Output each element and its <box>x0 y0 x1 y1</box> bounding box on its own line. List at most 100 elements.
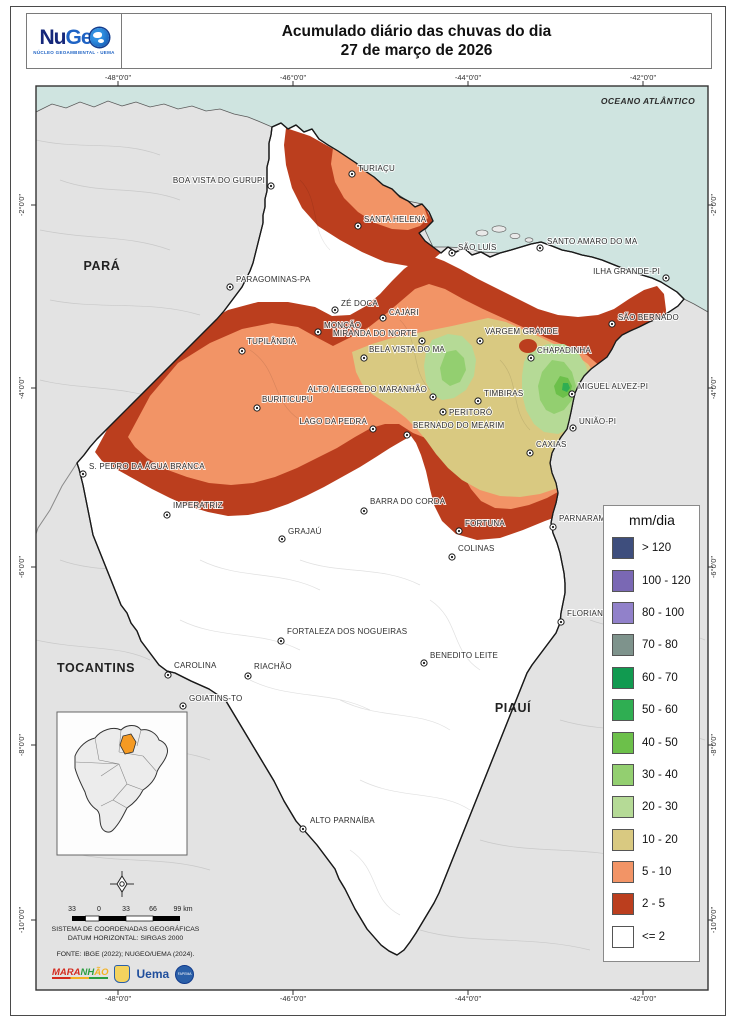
legend-swatch <box>612 925 634 948</box>
city-marker-dot <box>280 537 284 541</box>
city-label: BENEDITO LEITE <box>430 651 498 660</box>
city-marker-dot <box>450 251 454 255</box>
legend-title: mm/dia <box>629 512 675 528</box>
city-marker-dot <box>356 224 360 228</box>
legend-swatch <box>612 893 634 916</box>
city-marker-dot <box>476 399 480 403</box>
city-label: COLINAS <box>458 544 495 553</box>
city-label: FLORIANO <box>567 609 610 618</box>
legend-label: 40 - 50 <box>642 736 678 749</box>
svg-text:33: 33 <box>68 906 76 913</box>
legend-label: 80 - 100 <box>642 606 685 619</box>
legend-row: 50 - 60 <box>612 694 699 726</box>
city-label: ILHA GRANDE-PI <box>593 267 660 276</box>
rain-50-60-core <box>562 383 570 392</box>
legend: mm/dia > 120 100 - 120 80 - 100 70 - 80 60 -… <box>603 505 700 962</box>
city-label: GRAJAÚ <box>288 527 322 536</box>
city-label: BERNADO DO MEARIM <box>413 421 505 430</box>
crs-line2: DATUM HORIZONTAL: SIRGAS 2000 <box>67 935 184 942</box>
city-marker-dot <box>350 172 354 176</box>
maranhao-gov-logo-text: MARANHÃO <box>52 967 109 978</box>
svg-text:66: 66 <box>149 906 157 913</box>
city-label: MONÇÃO <box>324 321 361 330</box>
brazil-outline <box>74 725 168 833</box>
city-marker-dot <box>528 451 532 455</box>
city-label: BOA VISTA DO GURUPI <box>173 176 265 185</box>
city-label: CAJARI <box>389 308 419 317</box>
city-label: SANTA HELENA <box>364 215 427 224</box>
legend-swatch <box>612 601 634 624</box>
city-marker-dot <box>301 827 305 831</box>
city-label: LAGO DA PEDRA <box>299 417 367 426</box>
city-markers: BOA VISTA DO GURUPI TURIAÇU SANTA HELENA SÃ… <box>79 163 680 833</box>
lat-label-left: -6°0'0" <box>17 556 26 578</box>
map-frame <box>35 85 709 991</box>
rain-2-5-chapadinha-spot <box>519 339 537 353</box>
city-label: BURITICUPU <box>262 395 313 404</box>
legend-swatch <box>612 731 634 754</box>
municipal-lines-state-south <box>179 559 481 916</box>
legend-swatch <box>612 666 634 689</box>
city-marker-dot <box>246 674 250 678</box>
city-marker-dot <box>81 472 85 476</box>
region-label: TOCANTINS <box>57 661 135 675</box>
region-label: PIAUÍ <box>495 700 531 715</box>
legend-row: 2 - 5 <box>612 888 699 920</box>
legend-label: 10 - 20 <box>642 833 678 846</box>
globe-icon <box>89 28 109 47</box>
legend-row: 60 - 70 <box>612 662 699 694</box>
lon-label-top: -48°0'0" <box>105 73 132 82</box>
city-marker-dot <box>422 661 426 665</box>
city-marker-dot <box>450 555 454 559</box>
lat-label-left: -10°0'0" <box>17 907 26 934</box>
inset-maranhao-highlight <box>119 733 137 755</box>
city-marker-dot <box>570 392 574 396</box>
logo-text-nu: Nu <box>39 25 66 49</box>
city-label: TUPILÂNDIA <box>247 337 297 346</box>
city-label: CAXIAS <box>536 440 567 449</box>
legend-label: > 120 <box>642 542 672 555</box>
fapema-logo: FAPEMA <box>175 964 195 984</box>
city-label: ALTO PARNAÍBA <box>310 816 375 825</box>
city-label: SÃO BERNADO <box>618 313 679 322</box>
legend-label: 20 - 30 <box>642 801 678 814</box>
city-label: BARRA DO CORDA <box>370 497 446 506</box>
lat-label-right: -2°0'0" <box>709 194 718 216</box>
legend-swatch <box>612 763 634 786</box>
city-marker-dot <box>181 704 185 708</box>
svg-text:0: 0 <box>97 906 101 913</box>
lat-label-right: -10°0'0" <box>709 907 718 934</box>
city-marker-dot <box>333 308 337 312</box>
city-label: BELA VISTA DO MA <box>369 345 445 354</box>
lat-label-left: -2°0'0" <box>17 194 26 216</box>
city-label: SÃO LUÍS <box>458 243 497 252</box>
legend-row: 5 - 10 <box>612 856 699 888</box>
ocean-label: OCEANO ATLÂNTICO <box>601 95 695 106</box>
legend-label: 70 - 80 <box>642 639 678 652</box>
city-marker-dot <box>279 639 283 643</box>
legend-swatch <box>612 537 634 560</box>
city-marker-dot <box>269 184 273 188</box>
city-label: PARAGOMINAS-PA <box>236 275 311 284</box>
legend-label: 60 - 70 <box>642 671 678 684</box>
legend-row: 30 - 40 <box>612 759 699 791</box>
city-marker-dot <box>571 426 575 430</box>
crs-notes: SISTEMA DE COORDENADAS GEOGRÁFICAS DATUM… <box>28 925 223 943</box>
svg-text:33: 33 <box>122 906 130 913</box>
city-label: FORTUNA <box>465 519 505 528</box>
city-marker-dot <box>381 316 385 320</box>
city-label: CAROLINA <box>174 661 217 670</box>
legend-row: 70 - 80 <box>612 629 699 661</box>
city-label: MIRANDA DO NORTE <box>333 329 417 338</box>
legend-swatch <box>612 569 634 592</box>
city-marker-dot <box>559 620 563 624</box>
legend-row: 20 - 30 <box>612 791 699 823</box>
city-label: UNIÃO-PI <box>579 417 616 426</box>
lon-label-bottom: -48°0'0" <box>105 994 132 1003</box>
legend-label: 5 - 10 <box>642 866 672 879</box>
city-marker-dot <box>228 285 232 289</box>
lon-label-bottom: -46°0'0" <box>280 994 307 1003</box>
city-marker-dot <box>529 356 533 360</box>
lat-label-left: -8°0'0" <box>17 734 26 756</box>
city-marker-dot <box>551 525 555 529</box>
